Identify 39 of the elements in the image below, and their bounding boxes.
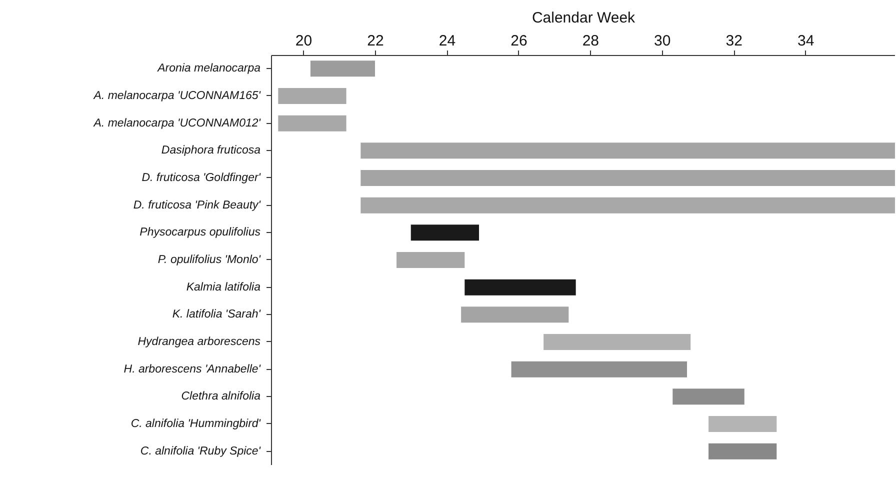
- bar: [360, 197, 895, 214]
- y-tick-label: K. latifolia 'Sarah': [172, 308, 262, 321]
- x-tick-label: 32: [726, 32, 742, 50]
- y-tick-label: C. alnifolia 'Hummingbird': [130, 418, 262, 430]
- x-axis-title: Calendar Week: [532, 10, 636, 26]
- bar: [410, 224, 479, 241]
- bar: [708, 443, 777, 460]
- y-tick-label: Hydrangea arborescens: [138, 336, 261, 348]
- y-tick-label: H. arborescens 'Annabelle': [124, 363, 262, 376]
- bar: [544, 334, 691, 350]
- x-tick-label: 28: [582, 32, 600, 50]
- bar: [360, 142, 895, 159]
- y-tick-label: A. melanocarpa 'UCONNAM012': [92, 117, 262, 130]
- y-tick-label: C. alnifolia 'Ruby Spice': [140, 445, 262, 458]
- y-tick-label: Physocarpus opulifolius: [140, 226, 261, 239]
- x-tick-label: 22: [367, 32, 384, 50]
- bar: [360, 170, 895, 186]
- y-tick-label: Kalmia latifolia: [186, 281, 260, 294]
- bar: [278, 115, 346, 132]
- y-tick-label: Clethra alnifolia: [181, 390, 260, 403]
- bar: [511, 361, 687, 378]
- bar: [672, 388, 744, 405]
- y-tick-label: Aronia melanocarpa: [156, 62, 260, 75]
- y-tick-label: Dasiphora fruticosa: [161, 144, 260, 157]
- bar: [396, 252, 465, 268]
- y-tick-label: D. fruticosa 'Goldfinger': [142, 172, 262, 184]
- bar: [461, 306, 569, 323]
- bar: [708, 416, 777, 432]
- y-tick-label: A. melanocarpa 'UCONNAM165': [92, 90, 262, 102]
- bar: [464, 279, 576, 296]
- x-tick-label: 26: [510, 32, 528, 50]
- y-tick-label: D. fruticosa 'Pink Beauty': [133, 199, 262, 212]
- x-tick-label: 24: [438, 32, 456, 50]
- bar: [310, 60, 375, 77]
- x-tick-label: 20: [295, 32, 312, 50]
- x-tick-label: 34: [798, 32, 814, 50]
- y-tick-label: P. opulifolius 'Monlo': [158, 254, 262, 266]
- bar: [278, 88, 346, 104]
- x-tick-label: 30: [654, 32, 671, 50]
